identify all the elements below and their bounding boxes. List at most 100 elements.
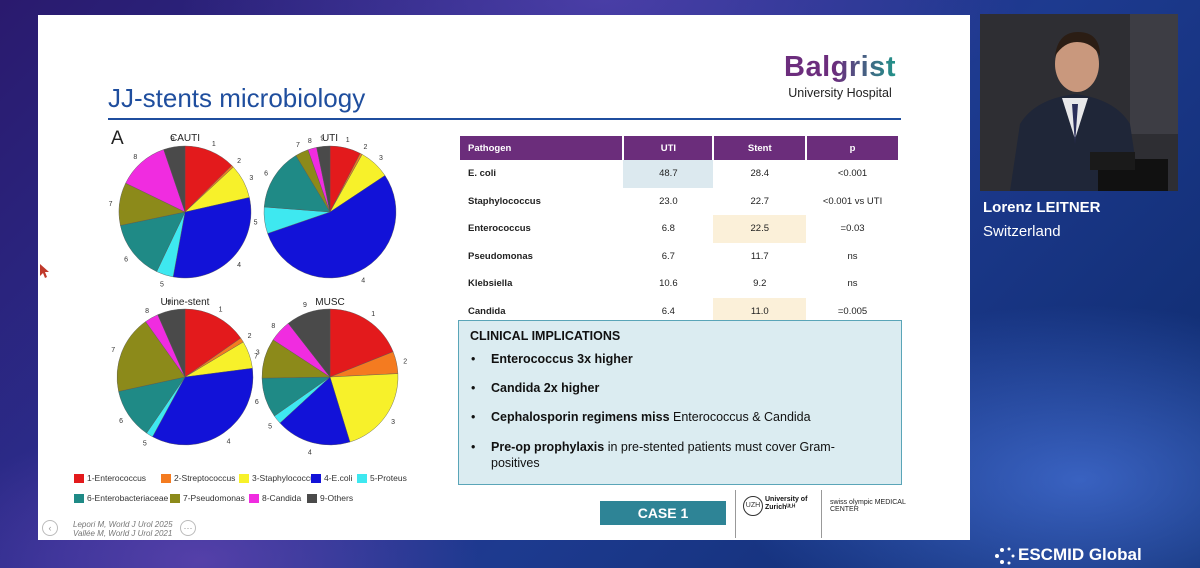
legend-item: 9-Others [307,493,354,504]
pathogen-table: Pathogen UTI Stent p E. coli 48.7 28.4 <… [460,136,900,325]
legend-item: 8-Candida [249,493,302,504]
legend-swatch [357,474,367,484]
pie-slice-label: 6 [264,171,268,178]
pie-slice-label: 4 [237,262,241,269]
item-rest: in pre-stented patients must cover Gram-… [491,440,835,470]
table-row: Klebsiella 10.6 9.2 ns [460,270,899,298]
pie-slice-label: 9 [320,135,324,142]
cell-p: =0.005 [837,305,868,317]
uzh-text-line-1: University of [765,496,808,503]
table-row: Enterococcus 6.8 22.5 =0.03 [460,215,899,243]
pie-slice [287,308,331,378]
legend-label: 5-Proteus [370,473,407,483]
legend-item: 5-Proteus [357,473,407,484]
pie-slice [120,211,186,272]
mouse-cursor-icon [40,264,49,278]
prev-slide-icon[interactable]: ‹ [42,520,58,536]
pie-slice [172,197,252,279]
pie-slice-label: 7 [254,354,258,361]
pie-slice-label: 9 [303,302,307,309]
pie-slice-label: 8 [271,323,275,330]
pie-slice-label: 4 [227,439,231,446]
legend-swatch [239,474,249,484]
legend-swatch [249,494,259,504]
cell-uti: 48.7 [623,160,714,188]
pie-slice [163,145,186,213]
legend-label: 6-Enterobacteriaceae [87,493,169,503]
cell-stent: 22.7 [750,195,770,207]
pie-slice [279,376,351,446]
pie-slice-label: 1 [346,137,350,144]
pie-slice-label: 5 [268,423,272,430]
cell-stent: 9.2 [753,278,767,290]
pie-slice-label: 3 [256,350,260,357]
cell-stent: 11.7 [750,250,769,262]
legend-swatch [74,474,84,484]
pie-slice-label: 1 [212,141,216,148]
cell-uti: 23.0 [659,195,678,207]
legend-item: 3-Staphylococcus [239,473,320,484]
uzh-seal-icon: UZH [743,496,763,516]
cell-stent: 22.5 [713,215,807,243]
cell-pathogen: Pseudomonas [468,250,533,262]
cell-pathogen: Candida [468,305,506,317]
cell-pathogen: Klebsiella [468,278,513,290]
escmid-logo-icon [995,547,1015,565]
bullet-icon: • [471,410,476,424]
item-bold: Candida 2x higher [491,381,600,395]
cell-p: ns [847,278,858,290]
legend-swatch [74,494,84,504]
pie-slice-label: 6 [119,418,123,425]
pie-slice-label: 7 [111,347,115,354]
legend-item: 7-Pseudomonas [170,493,245,504]
pie-slice-label: 7 [109,201,113,208]
pie-slice-label: 9 [171,136,175,143]
uzh-logo: UZH University of Zurichᵁᴸᴴ [743,495,809,517]
presentation-slide: JJ-stents microbiology Balgrist Universi… [38,15,970,540]
legend-label: 3-Staphylococcus [252,473,320,483]
legend-label: 4-E.coli [324,473,353,483]
logo-divider [735,490,736,538]
cell-uti: 6.4 [661,305,675,317]
cell-uti: 6.8 [661,223,675,235]
pie-slice-label: 7 [296,142,300,149]
pie-slice-label: 8 [145,308,149,315]
pie-slice [152,368,254,446]
pie-slice-label: 5 [160,281,164,288]
pie-slice-label: 4 [361,277,365,284]
pie-slice-label: 2 [364,144,368,151]
balgrist-logo: Balgrist University Hospital [780,51,900,100]
case-1-button[interactable]: CASE 1 [600,501,726,525]
reference-1: Lepori M, World J Urol 2025 [73,520,173,529]
pie-slice [116,321,186,392]
pie-slice [184,308,242,378]
more-options-icon[interactable]: ⋯ [180,520,196,536]
pie-title: Urine-stent [160,297,210,308]
title-divider [108,118,901,120]
pie-title: CAUTI [170,133,200,144]
pie-title: UTI [321,133,339,144]
header-stent: Stent [713,136,808,160]
pie-chart: 1 2 3 4 5 6 7 8 9 [111,300,260,448]
cell-uti: 10.6 [659,278,678,290]
cell-p: ns [847,250,858,262]
uzh-text: University of Zurichᵁᴸᴴ [765,496,807,512]
pie-title: MUSC [315,297,345,308]
pie-slice-label: 6 [124,256,128,263]
cell-pathogen: E. coli [468,168,496,180]
legend-item: 1-Enterococcus [74,473,146,484]
pie-chart: 1 2 3 4 5 6 7 8 9 [109,136,254,288]
bullet-icon: • [471,381,476,395]
speaker-name: Lorenz LEITNER [983,199,1101,216]
item-bold: Cephalosporin regimens miss [491,410,670,424]
legend-item: 6-Enterobacteriaceae [74,493,169,504]
table-row: Pseudomonas 6.7 11.7 ns [460,243,899,271]
legend-item: 2-Streptococcus [161,473,235,484]
pie-slice [329,373,399,443]
legend-label: 8-Candida [262,493,302,503]
speaker-video [980,14,1178,191]
brand-name: Balgrist [780,51,900,84]
item-bold: Pre-op prophylaxis [491,440,605,454]
pie-slice-label: 5 [143,441,147,448]
legend-label: 9-Others [320,493,354,503]
